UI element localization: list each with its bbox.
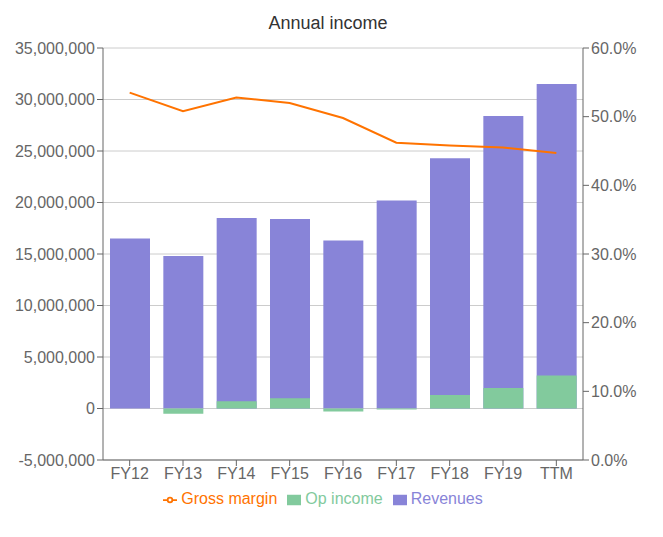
svg-text:5,000,000: 5,000,000 bbox=[24, 349, 95, 366]
html-text:Annual income: Annual income bbox=[268, 13, 388, 33]
svg-text:FY12: FY12 bbox=[111, 465, 149, 482]
svg-text:FY19: FY19 bbox=[484, 465, 522, 482]
svg-text:30.0%: 30.0% bbox=[591, 246, 636, 263]
svg-text:60.0%: 60.0% bbox=[591, 40, 636, 57]
svg-text:50.0%: 50.0% bbox=[591, 108, 636, 125]
svg-text:35,000,000: 35,000,000 bbox=[15, 40, 95, 57]
html-text:Gross margin: Gross margin bbox=[181, 490, 278, 507]
svg-text:FY18: FY18 bbox=[431, 465, 469, 482]
svg-text:-5,000,000: -5,000,000 bbox=[18, 452, 95, 469]
svg-text:20.0%: 20.0% bbox=[591, 314, 636, 331]
svg-text:10,000,000: 10,000,000 bbox=[15, 297, 95, 314]
svg-text:FY17: FY17 bbox=[377, 465, 415, 482]
svg-text:10.0%: 10.0% bbox=[591, 383, 636, 400]
svg-text:40.0%: 40.0% bbox=[591, 177, 636, 194]
svg-text:30,000,000: 30,000,000 bbox=[15, 91, 95, 108]
svg-text:25,000,000: 25,000,000 bbox=[15, 143, 95, 160]
svg-text:15,000,000: 15,000,000 bbox=[15, 246, 95, 263]
html-text:Revenues: Revenues bbox=[410, 490, 483, 507]
svg-text:0.0%: 0.0% bbox=[591, 452, 627, 469]
html-text:Op income: Op income bbox=[305, 490, 383, 507]
svg-text:TTM: TTM bbox=[540, 465, 573, 482]
svg-text:FY16: FY16 bbox=[324, 465, 362, 482]
svg-text:FY14: FY14 bbox=[217, 465, 255, 482]
svg-text:20,000,000: 20,000,000 bbox=[15, 194, 95, 211]
svg-text:FY13: FY13 bbox=[164, 465, 202, 482]
svg-text:FY15: FY15 bbox=[271, 465, 309, 482]
svg-text:0: 0 bbox=[86, 400, 95, 417]
